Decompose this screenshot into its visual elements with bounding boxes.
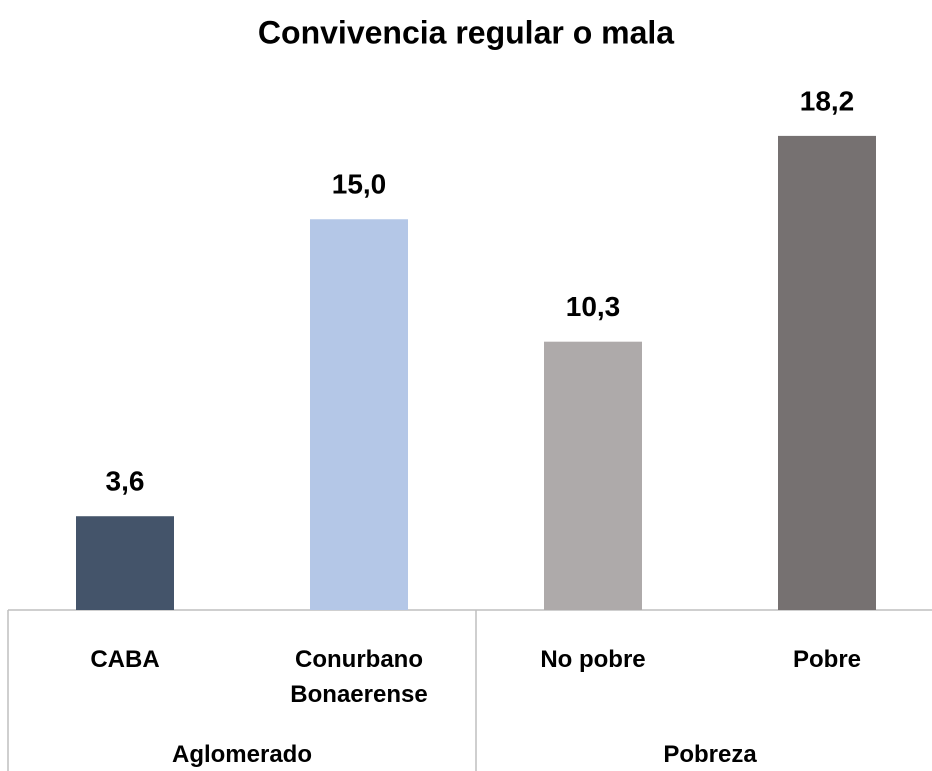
group-label: Pobreza xyxy=(663,741,757,768)
x-tick-label: Conurbano Bonaerense xyxy=(290,646,428,708)
data-label: 10,3 xyxy=(566,291,621,322)
bar xyxy=(76,516,174,610)
group-label: Aglomerado xyxy=(171,741,312,768)
bar xyxy=(778,135,876,610)
bar xyxy=(310,219,408,610)
bar xyxy=(544,341,642,610)
data-label: 15,0 xyxy=(332,169,387,200)
x-tick-label: No pobre xyxy=(540,646,646,673)
x-tick-label: CABA xyxy=(90,646,160,673)
data-label: 3,6 xyxy=(106,466,145,497)
chart-title: Convivencia regular o mala xyxy=(258,14,674,50)
data-label: 18,2 xyxy=(800,85,855,116)
x-tick-label: Pobre xyxy=(792,646,861,673)
